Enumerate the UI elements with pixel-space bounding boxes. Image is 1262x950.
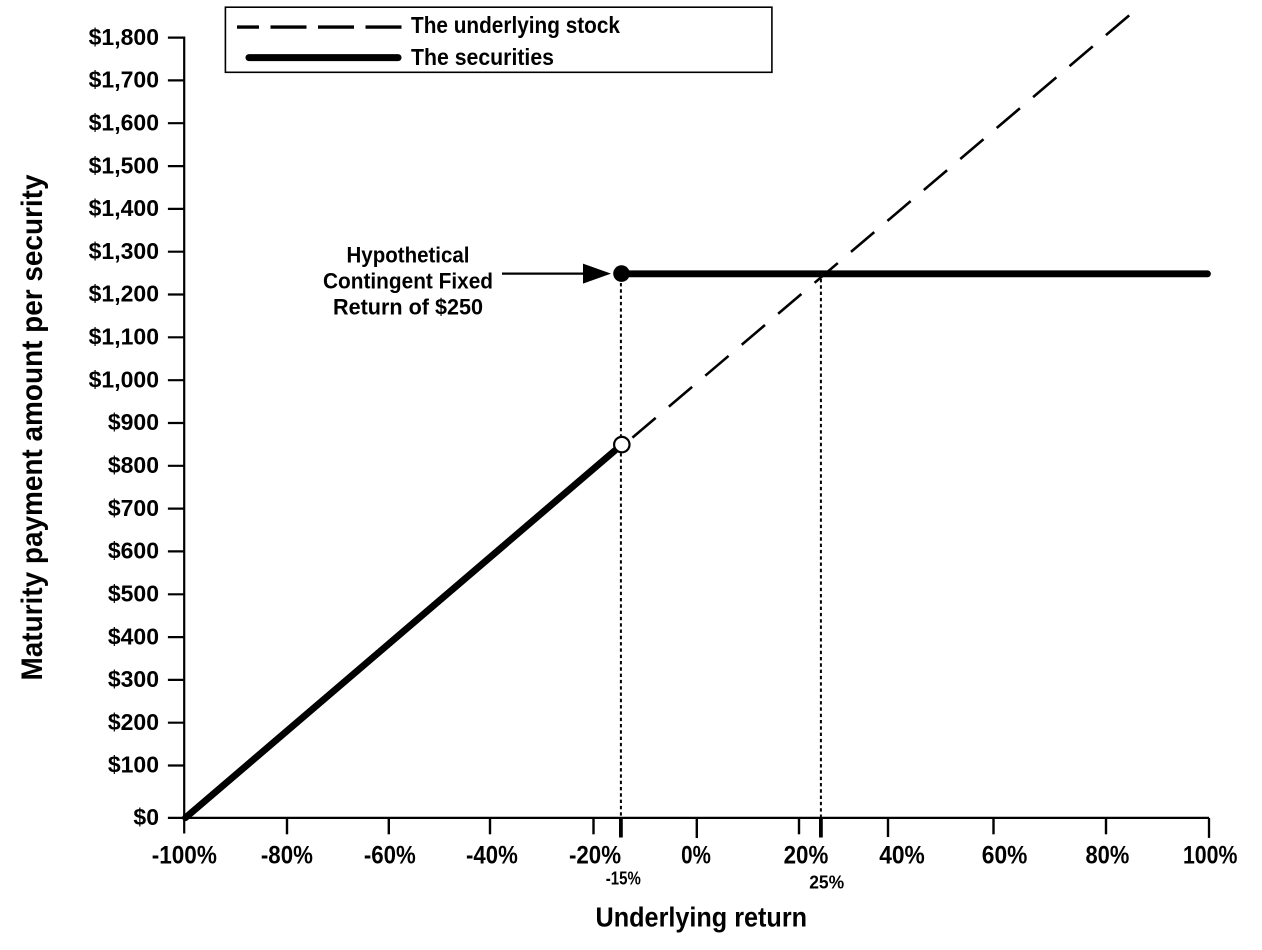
svg-text:$500: $500 [108, 581, 159, 607]
svg-text:20%: 20% [784, 842, 829, 870]
svg-text:$1,200: $1,200 [89, 281, 159, 307]
svg-text:-15%: -15% [606, 869, 641, 889]
svg-text:$1,700: $1,700 [89, 67, 159, 93]
svg-text:The underlying stock: The underlying stock [411, 12, 620, 38]
svg-text:$300: $300 [108, 666, 159, 692]
svg-text:60%: 60% [982, 842, 1028, 870]
svg-text:$1,100: $1,100 [89, 324, 159, 350]
svg-text:$600: $600 [108, 538, 159, 564]
svg-text:0%: 0% [681, 842, 711, 870]
svg-text:$1,300: $1,300 [89, 238, 159, 264]
svg-text:$400: $400 [108, 623, 159, 649]
svg-text:$0: $0 [133, 804, 159, 830]
svg-text:Maturity payment amount per se: Maturity payment amount per security [16, 174, 49, 680]
svg-text:-60%: -60% [364, 842, 416, 870]
svg-text:40%: 40% [879, 842, 925, 870]
svg-text:Hypothetical: Hypothetical [347, 243, 470, 268]
svg-text:$1,500: $1,500 [89, 152, 159, 178]
svg-text:$800: $800 [108, 452, 159, 478]
svg-text:-80%: -80% [261, 842, 313, 870]
svg-text:-20%: -20% [569, 842, 621, 870]
svg-text:$200: $200 [108, 709, 159, 735]
svg-text:80%: 80% [1086, 842, 1130, 870]
svg-text:-40%: -40% [466, 842, 518, 870]
svg-text:Contingent Fixed: Contingent Fixed [323, 269, 493, 294]
svg-text:$100: $100 [108, 752, 159, 778]
svg-text:25%: 25% [809, 873, 844, 893]
svg-text:$1,600: $1,600 [89, 109, 159, 135]
svg-text:Return of $250: Return of $250 [333, 295, 483, 320]
svg-text:$1,800: $1,800 [89, 24, 159, 50]
svg-text:$700: $700 [108, 495, 159, 521]
svg-text:The securities: The securities [411, 44, 554, 70]
svg-text:$1,400: $1,400 [89, 195, 159, 221]
svg-text:$1,000: $1,000 [89, 366, 159, 392]
svg-text:$900: $900 [108, 409, 159, 435]
svg-text:100%: 100% [1183, 842, 1238, 870]
svg-text:-100%: -100% [152, 842, 217, 870]
svg-text:Underlying return: Underlying return [596, 901, 808, 932]
